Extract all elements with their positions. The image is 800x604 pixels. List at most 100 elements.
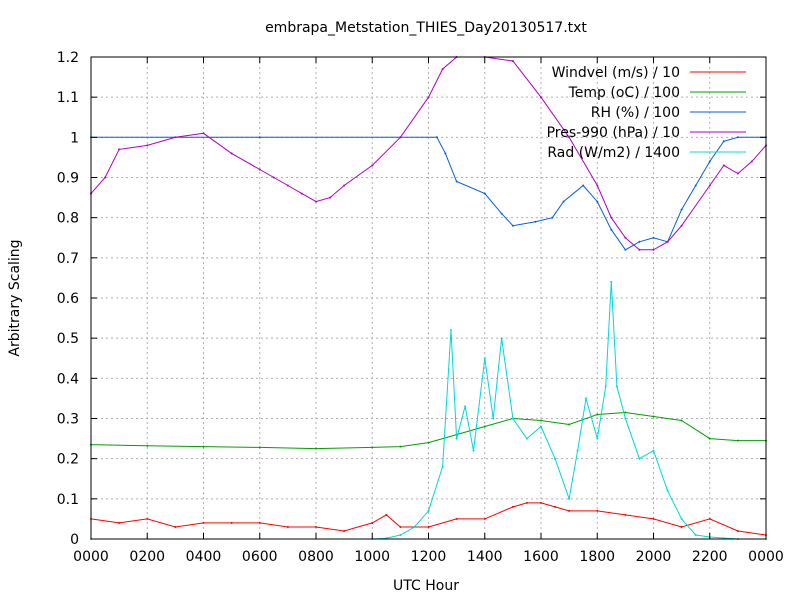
data-point-series-4 bbox=[272, 176, 275, 179]
data-point-series-5 bbox=[610, 280, 613, 283]
data-point-series-4 bbox=[300, 192, 303, 195]
data-point-series-5 bbox=[464, 405, 467, 408]
y-tick-label: 0.2 bbox=[57, 452, 79, 468]
data-point-series-3 bbox=[722, 140, 725, 143]
data-point-series-5 bbox=[441, 465, 444, 468]
data-point-series-1 bbox=[554, 505, 557, 508]
data-point-series-1 bbox=[371, 521, 374, 524]
data-point-series-5 bbox=[450, 329, 452, 332]
data-point-series-2 bbox=[399, 445, 402, 448]
series-line-3 bbox=[91, 136, 766, 251]
data-point-series-4 bbox=[230, 152, 233, 155]
data-point-series-5 bbox=[500, 337, 503, 340]
data-point-series-4 bbox=[329, 196, 332, 199]
x-tick-label: 0400 bbox=[186, 549, 222, 565]
data-point-series-5 bbox=[492, 417, 495, 420]
data-point-series-1 bbox=[624, 513, 627, 516]
data-point-series-2 bbox=[708, 437, 711, 440]
data-point-series-5 bbox=[680, 517, 683, 520]
data-point-series-5 bbox=[427, 509, 430, 512]
data-point-series-4 bbox=[638, 248, 641, 251]
x-tick-label: 0000 bbox=[748, 549, 784, 565]
data-point-series-1 bbox=[343, 530, 346, 532]
data-point-series-3 bbox=[708, 160, 711, 163]
data-point-series-3 bbox=[736, 136, 739, 139]
data-point-series-1 bbox=[427, 526, 430, 528]
data-point-series-1 bbox=[680, 526, 683, 528]
data-point-series-4 bbox=[624, 236, 627, 239]
data-point-series-1 bbox=[399, 526, 402, 528]
data-point-series-3 bbox=[582, 184, 585, 187]
y-tick-label: 0.5 bbox=[57, 331, 79, 347]
legend-label: Pres-990 (hPa) / 10 bbox=[547, 125, 680, 141]
data-point-series-2 bbox=[736, 439, 739, 442]
data-point-series-4 bbox=[680, 224, 683, 227]
data-point-series-1 bbox=[315, 526, 317, 528]
data-point-series-4 bbox=[736, 172, 739, 175]
data-point-series-4 bbox=[708, 184, 711, 187]
x-tick-label: 1000 bbox=[354, 549, 390, 565]
x-axis-label: UTC Hour bbox=[393, 578, 459, 594]
data-point-series-4 bbox=[722, 164, 725, 167]
data-point-series-5 bbox=[666, 489, 669, 492]
tick-labels: 0000 0200 0400 0600 0800 1000 1200 1400 1600 1800… bbox=[57, 50, 784, 565]
data-point-series-5 bbox=[585, 397, 587, 400]
data-point-series-3 bbox=[694, 184, 697, 187]
data-point-series-5 bbox=[568, 497, 571, 500]
data-point-series-4 bbox=[427, 96, 430, 99]
data-point-series-5 bbox=[604, 385, 607, 388]
data-point-series-5 bbox=[694, 534, 697, 536]
data-point-series-1 bbox=[596, 509, 599, 512]
data-point-series-1 bbox=[174, 526, 177, 528]
y-tick-label: 0.1 bbox=[57, 492, 79, 508]
legend-label: RH (%) / 100 bbox=[591, 105, 680, 121]
series-lines bbox=[90, 56, 767, 540]
data-point-series-2 bbox=[596, 413, 599, 416]
y-tick-label: 1.1 bbox=[57, 90, 79, 106]
data-point-series-2 bbox=[483, 425, 486, 428]
data-point-series-1 bbox=[230, 521, 233, 524]
data-point-series-3 bbox=[551, 216, 554, 219]
data-point-series-2 bbox=[624, 411, 627, 414]
data-point-series-5 bbox=[413, 526, 416, 528]
data-point-series-3 bbox=[444, 152, 447, 155]
data-point-series-5 bbox=[455, 437, 458, 440]
data-point-series-5 bbox=[483, 357, 486, 360]
data-point-series-4 bbox=[666, 240, 669, 243]
data-point-series-4 bbox=[202, 132, 205, 135]
x-tick-label: 1200 bbox=[411, 549, 447, 565]
series-line-1 bbox=[90, 502, 767, 536]
data-point-series-4 bbox=[399, 136, 402, 139]
data-point-series-4 bbox=[441, 68, 444, 71]
legend-label: Rad (W/m2) / 1400 bbox=[547, 145, 680, 161]
legend: Windvel (m/s) / 10 Temp (oC) / 100 RH (%) … bbox=[547, 65, 746, 161]
data-point-series-4 bbox=[610, 216, 613, 219]
data-point-series-1 bbox=[568, 509, 571, 512]
y-tick-label: 0.6 bbox=[57, 291, 79, 307]
data-point-series-2 bbox=[680, 419, 683, 422]
data-point-series-5 bbox=[511, 417, 514, 420]
data-point-series-4 bbox=[258, 168, 261, 171]
data-point-series-3 bbox=[258, 136, 261, 139]
data-point-series-1 bbox=[286, 526, 289, 528]
data-point-series-2 bbox=[202, 445, 205, 448]
data-point-series-4 bbox=[568, 136, 571, 139]
data-point-series-1 bbox=[511, 505, 514, 508]
data-point-series-3 bbox=[610, 228, 613, 231]
data-point-series-4 bbox=[371, 164, 374, 167]
x-tick-label: 1600 bbox=[523, 549, 559, 565]
data-point-series-5 bbox=[399, 534, 402, 536]
data-point-series-3 bbox=[483, 192, 486, 195]
data-point-series-1 bbox=[258, 521, 261, 524]
data-point-series-5 bbox=[525, 437, 528, 440]
x-tick-label: 1800 bbox=[579, 549, 615, 565]
data-point-series-5 bbox=[472, 449, 475, 452]
data-point-series-5 bbox=[652, 449, 655, 452]
data-point-series-1 bbox=[736, 530, 739, 532]
data-point-series-1 bbox=[118, 521, 121, 524]
y-tick-label: 1 bbox=[70, 130, 79, 146]
data-point-series-1 bbox=[708, 517, 711, 520]
series-line-5 bbox=[91, 281, 766, 540]
data-point-series-2 bbox=[652, 415, 655, 418]
y-axis-label: Arbitrary Scaling bbox=[7, 239, 23, 356]
